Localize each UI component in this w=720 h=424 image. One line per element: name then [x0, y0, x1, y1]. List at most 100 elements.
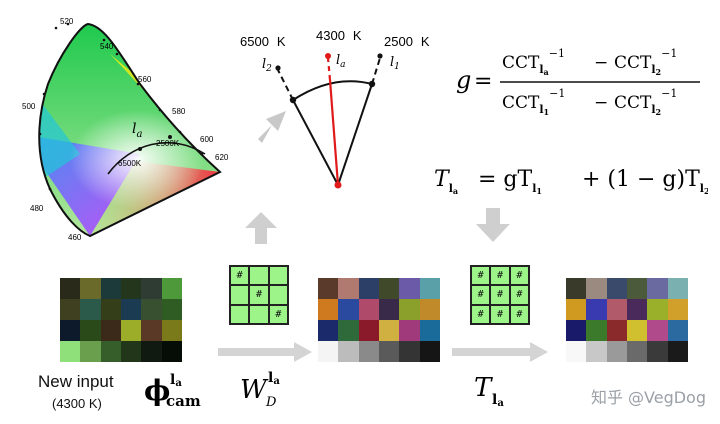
- input-patch: [121, 320, 142, 341]
- output-patch: [647, 320, 668, 341]
- corrected-patch: [379, 320, 400, 341]
- output-patch: [566, 341, 587, 362]
- svg-text:2500K: 2500 K: [384, 34, 430, 49]
- t-la-label: T la: [474, 373, 504, 409]
- arrow-right-1: [218, 342, 312, 362]
- svg-text:la: la: [132, 121, 142, 140]
- weight-cell: #: [230, 266, 250, 286]
- arrow-down: [476, 208, 510, 242]
- corrected-patch: [358, 299, 379, 320]
- weight-grid-full: # # # # # # # # #: [470, 265, 530, 325]
- corrected-patch: [419, 320, 440, 341]
- weight-cell: #: [509, 285, 529, 305]
- corrected-patch: [358, 341, 379, 362]
- svg-text:l2: l2: [262, 57, 272, 74]
- weight-cell: #: [471, 266, 491, 286]
- locus-label: l: [132, 121, 136, 137]
- input-patch: [121, 341, 142, 362]
- weight-cell: [268, 285, 288, 305]
- weight-cell: #: [490, 266, 510, 286]
- corrected-patch: [318, 299, 339, 320]
- svg-text:CCTl1−1: CCTl1−1: [502, 87, 565, 117]
- corrected-patch: [419, 278, 440, 299]
- wavelength-520: 520: [60, 17, 74, 26]
- corrected-patch: [358, 320, 379, 341]
- input-patch: [80, 320, 101, 341]
- svg-text:Tla: Tla: [434, 167, 458, 196]
- input-patch: [161, 299, 182, 320]
- svg-text:+ (1 − g)Tl2: + (1 − g)Tl2: [582, 167, 708, 196]
- svg-text:l1: l1: [390, 55, 400, 72]
- corrected-patch: [379, 299, 400, 320]
- weight-cell: [249, 266, 269, 286]
- weight-cell: #: [490, 285, 510, 305]
- input-patch: [161, 320, 182, 341]
- svg-text:CCTla−1: CCTla−1: [502, 47, 565, 77]
- input-patch: [60, 278, 81, 299]
- input-patch: [80, 341, 101, 362]
- weight-cell: [230, 285, 250, 305]
- input-patch: [100, 341, 121, 362]
- locus-label-sub: a: [136, 129, 142, 140]
- den-cct-b: CCT: [614, 93, 652, 113]
- weight-grid-diagonal: # # #: [229, 265, 289, 325]
- input-patch: [121, 299, 142, 320]
- svg-text:W: W: [240, 375, 269, 405]
- output-patch: [647, 341, 668, 362]
- fan-l1-sub: 1: [394, 62, 400, 72]
- input-patch: [60, 320, 81, 341]
- svg-text:la: la: [268, 370, 280, 387]
- svg-text:ϕ: ϕ: [144, 374, 170, 407]
- wavelength-480: 480: [30, 204, 44, 213]
- input-patch: [161, 278, 182, 299]
- corrected-patch: [399, 341, 420, 362]
- chromaticity-diagram: 520 540 560 580 600 620 500 480 460 la 6…: [22, 17, 229, 242]
- output-patch: [566, 320, 587, 341]
- arrow-up: [245, 212, 277, 244]
- input-patch: [60, 341, 81, 362]
- output-patch: [627, 320, 648, 341]
- g-equation: g = CCTla−1 − CCTl2−1 CCTl1−1 − CCTl2−1: [456, 47, 700, 117]
- input-patch: [161, 341, 182, 362]
- wavelength-460: 460: [68, 233, 82, 242]
- wavelength-560: 560: [138, 75, 152, 84]
- weight-cell: #: [509, 304, 529, 324]
- wavelength-600: 600: [200, 135, 214, 144]
- corrected-patch: [318, 341, 339, 362]
- input-patch: [141, 341, 162, 362]
- output-patch: [667, 278, 688, 299]
- output-patch: [606, 299, 627, 320]
- output-patch: [647, 299, 668, 320]
- svg-text:CCTl2−1: CCTl2−1: [614, 87, 677, 117]
- corrected-patch: [358, 278, 379, 299]
- num-minus: −: [594, 53, 608, 73]
- corrected-patch: [399, 320, 420, 341]
- fan-4300-temp: 4300: [316, 28, 345, 43]
- g-symbol: g: [456, 66, 471, 94]
- corrected-patch: [338, 320, 359, 341]
- wavelength-540: 540: [100, 42, 114, 51]
- input-patch: [60, 299, 81, 320]
- fan-2500-temp: 2500: [384, 34, 413, 49]
- svg-text:la: la: [336, 53, 346, 70]
- input-patch: [80, 299, 101, 320]
- weight-cell: [249, 304, 269, 324]
- arrow-diagonal: [258, 111, 286, 143]
- fan-6500-temp: 6500: [240, 34, 269, 49]
- wavelength-500: 500: [22, 102, 36, 111]
- svg-text:la: la: [492, 392, 504, 409]
- svg-text:6500K: 6500 K: [240, 34, 286, 49]
- output-patch: [606, 341, 627, 362]
- svg-text:=: =: [474, 69, 492, 94]
- output-patch: [566, 278, 587, 299]
- input-patch: [121, 278, 142, 299]
- output-color-checker: [566, 278, 688, 362]
- output-patch: [647, 278, 668, 299]
- svg-text:CCTl2−1: CCTl2−1: [614, 47, 677, 77]
- output-patch: [627, 299, 648, 320]
- num-cct-b: CCT: [614, 53, 652, 73]
- input-patch: [100, 320, 121, 341]
- weight-cell: #: [490, 304, 510, 324]
- corrected-patch: [399, 278, 420, 299]
